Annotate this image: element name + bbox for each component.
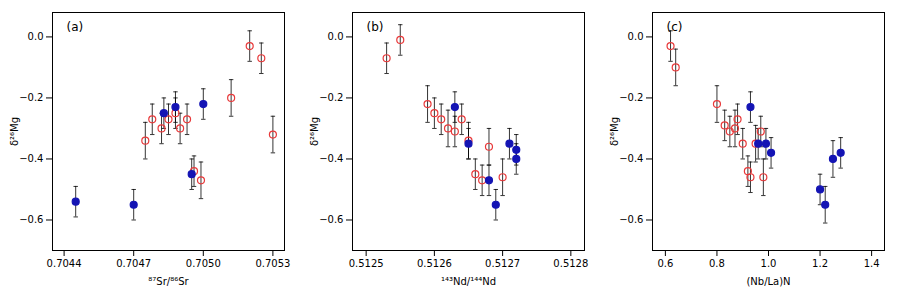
svg-text:0.5128: 0.5128 [553,258,588,269]
svg-text:(a): (a) [67,20,84,34]
svg-text:0.0: 0.0 [628,31,644,42]
svg-text:0.7050: 0.7050 [186,258,221,269]
svg-text:¹⁴³Nd/¹⁴⁴Nd: ¹⁴³Nd/¹⁴⁴Nd [441,276,496,287]
svg-text:0.0: 0.0 [28,31,44,42]
svg-text:1.4: 1.4 [864,258,880,269]
svg-text:−0.2: −0.2 [19,92,43,103]
svg-text:1.0: 1.0 [761,258,777,269]
svg-text:0.7053: 0.7053 [255,258,290,269]
svg-text:−0.4: −0.4 [619,153,643,164]
svg-text:0.7044: 0.7044 [47,258,82,269]
svg-text:0.5126: 0.5126 [417,258,452,269]
svg-text:0.8: 0.8 [709,258,725,269]
svg-text:−0.4: −0.4 [19,153,43,164]
svg-text:δ²⁶Mg: δ²⁶Mg [609,117,620,146]
svg-text:⁸⁷Sr/⁸⁶Sr: ⁸⁷Sr/⁸⁶Sr [148,276,189,287]
svg-text:0.5127: 0.5127 [485,258,520,269]
svg-text:0.6: 0.6 [657,258,673,269]
svg-text:0.7047: 0.7047 [116,258,151,269]
svg-text:−0.2: −0.2 [319,92,343,103]
svg-text:−0.6: −0.6 [619,214,643,225]
svg-text:(b): (b) [367,20,384,34]
svg-text:(c): (c) [667,20,683,34]
svg-text:0.5125: 0.5125 [349,258,384,269]
svg-text:−0.6: −0.6 [19,214,43,225]
svg-text:1.2: 1.2 [812,258,828,269]
svg-text:0.0: 0.0 [328,31,344,42]
svg-text:δ²⁶Mg: δ²⁶Mg [309,117,320,146]
svg-text:(Nb/La)N: (Nb/La)N [746,276,790,287]
svg-text:−0.4: −0.4 [319,153,343,164]
svg-text:−0.6: −0.6 [319,214,343,225]
svg-text:δ²⁶Mg: δ²⁶Mg [9,117,20,146]
svg-text:−0.2: −0.2 [619,92,643,103]
